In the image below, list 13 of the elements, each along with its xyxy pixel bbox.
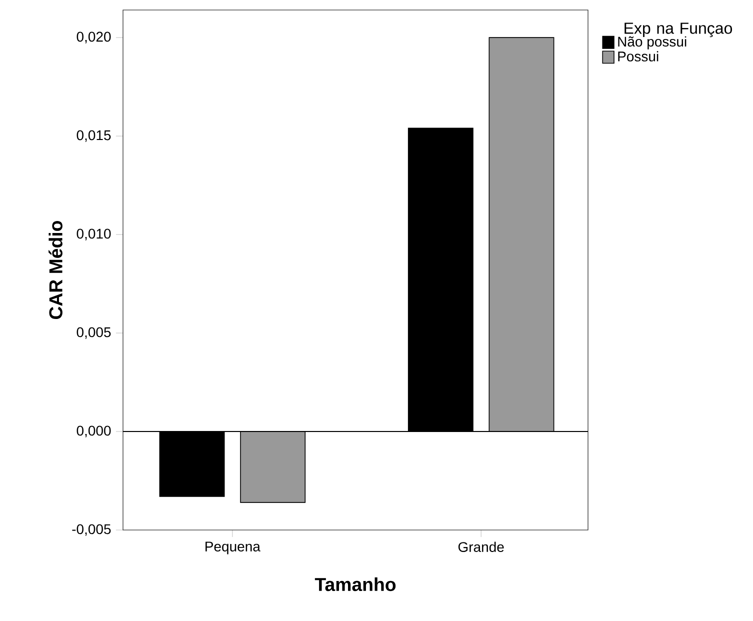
legend-label: Possui [618, 51, 658, 62]
x-tick-label: Pequena [206, 542, 260, 554]
y-tick-label: 0,015 [76, 130, 111, 142]
x-axis-title: Tamanho [314, 577, 396, 592]
y-tick-label: 0,000 [76, 426, 111, 438]
y-axis-title: CAR Médio [48, 220, 62, 319]
legend-label: Não possui [618, 36, 686, 50]
x-tick-label: Grande [458, 542, 504, 552]
y-tick-label: -0,005 [72, 524, 111, 536]
y-tick-label: 0,010 [76, 228, 111, 240]
y-tick-label: 0,020 [76, 32, 111, 44]
y-tick-label: 0,005 [76, 327, 111, 339]
legend-title: Exp na Funçao [624, 22, 732, 38]
